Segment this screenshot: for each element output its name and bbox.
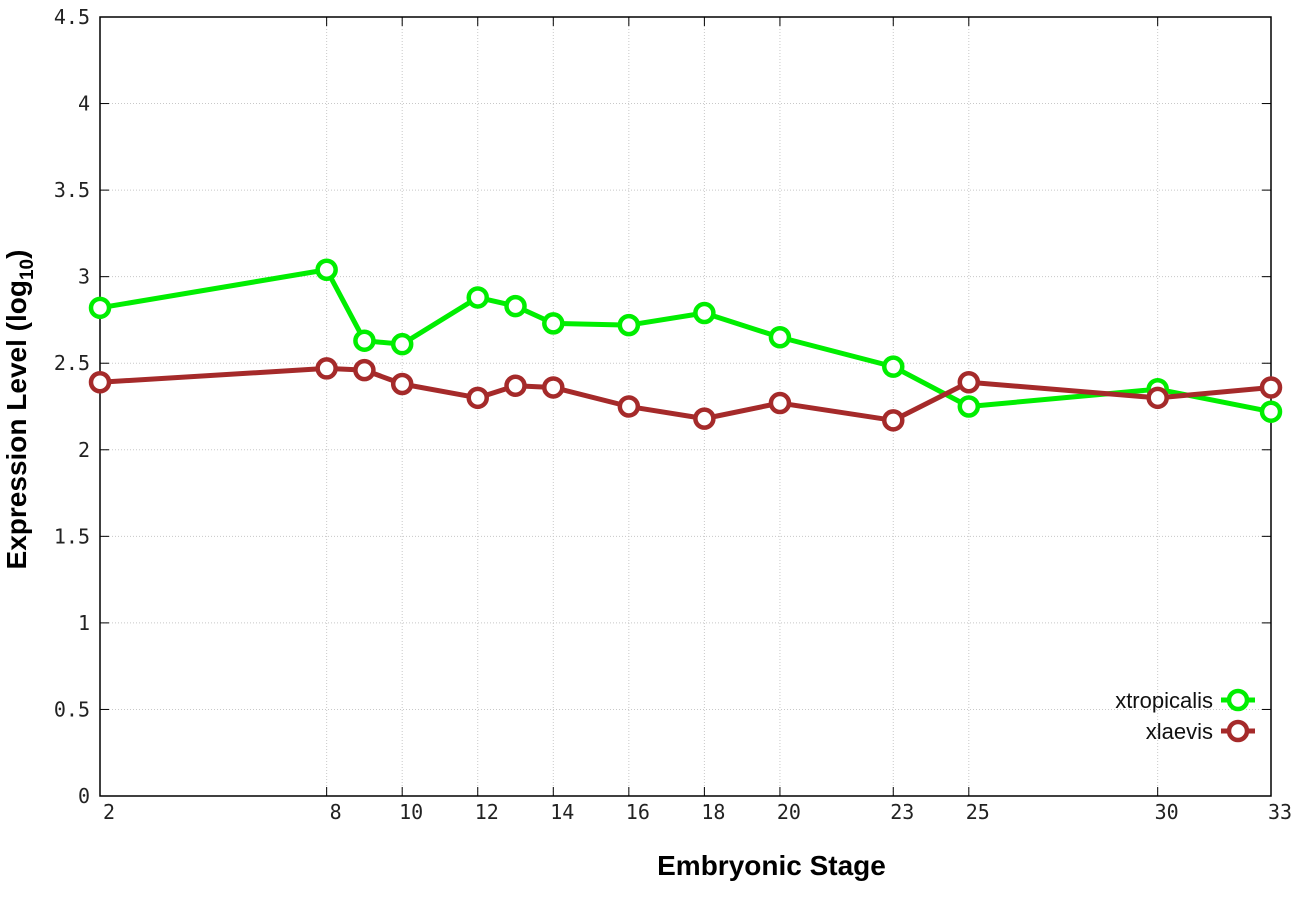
x-tick-label: 30	[1155, 800, 1179, 824]
x-tick-label: 2	[103, 800, 115, 824]
data-point-xlaevis	[504, 374, 527, 397]
y-tick-label: 3	[78, 265, 90, 289]
x-tick-label: 23	[890, 800, 914, 824]
data-point-xtropicalis	[315, 258, 338, 281]
y-axis-title-close: )	[1, 250, 32, 259]
legend-label-xlaevis: xlaevis	[1146, 719, 1213, 744]
data-point-xlaevis	[542, 376, 565, 399]
x-tick-label: 14	[550, 800, 574, 824]
data-point-xtropicalis	[504, 294, 527, 318]
data-point-xtropicalis	[957, 395, 981, 418]
legend: xtropicalis xlaevis	[1115, 688, 1255, 744]
data-point-xlaevis	[466, 386, 489, 410]
data-point-xtropicalis	[693, 301, 716, 325]
data-point-xtropicalis	[882, 355, 905, 378]
grid-lines	[100, 17, 1271, 796]
x-tick-label: 18	[701, 800, 725, 824]
data-point-xtropicalis	[768, 326, 792, 349]
data-point-xlaevis	[315, 357, 338, 380]
data-point-xtropicalis	[617, 313, 641, 337]
legend-marker-xlaevis	[1226, 719, 1250, 743]
data-point-xtropicalis	[466, 286, 489, 309]
data-point-xlaevis	[693, 407, 716, 430]
data-point-xlaevis	[617, 395, 641, 418]
data-point-xlaevis	[353, 358, 376, 382]
x-tick-label: 8	[330, 800, 342, 824]
data-point-xtropicalis	[1259, 400, 1283, 423]
x-tick-label: 20	[777, 800, 801, 824]
y-tick-label: 2.5	[54, 351, 90, 375]
y-tick-label: 1.5	[54, 524, 90, 548]
axis-ticks: 0 0.5 1 1.5 2 2.5 3 3.5 4 4.5 2 8 10 12 14 16 18 20 23 25 30…	[54, 5, 1292, 824]
y-axis-title: Expression Level (log10)	[1, 250, 38, 570]
series-line-xlaevis	[99, 365, 1272, 423]
y-tick-label: 0	[78, 784, 90, 808]
y-tick-label: 1	[78, 611, 90, 635]
data-point-xlaevis	[1146, 386, 1169, 410]
x-tick-label: 33	[1268, 800, 1292, 824]
series-xtropicalis	[88, 258, 1283, 423]
data-point-xtropicalis	[88, 296, 112, 320]
data-point-xlaevis	[768, 391, 792, 415]
data-point-xtropicalis	[542, 312, 565, 335]
data-point-xlaevis	[88, 371, 112, 394]
data-point-xtropicalis	[390, 332, 414, 356]
y-tick-label: 4	[78, 92, 90, 116]
y-tick-label: 3.5	[54, 178, 90, 202]
x-tick-label: 12	[475, 800, 499, 824]
y-tick-label: 2	[78, 438, 90, 462]
series-layer	[88, 258, 1283, 432]
data-point-xtropicalis	[353, 329, 376, 352]
y-tick-label: 0.5	[54, 697, 90, 721]
data-point-xlaevis	[1259, 376, 1283, 399]
y-axis-title-subscript: 10	[17, 259, 38, 280]
data-point-xlaevis	[882, 409, 905, 432]
plot-frame	[99, 16, 1272, 797]
legend-marker-xtropicalis	[1226, 688, 1250, 712]
x-axis-title: Embryonic Stage	[657, 850, 886, 881]
x-tick-label: 10	[399, 800, 423, 824]
x-tick-label: 16	[626, 800, 650, 824]
data-point-xlaevis	[957, 371, 981, 394]
legend-label-xtropicalis: xtropicalis	[1115, 688, 1213, 713]
y-axis-title-main: Expression Level (log	[1, 280, 32, 569]
x-tick-label: 25	[966, 800, 990, 824]
y-tick-label: 4.5	[54, 5, 90, 29]
data-point-xlaevis	[390, 372, 414, 396]
series-xlaevis	[88, 357, 1283, 432]
